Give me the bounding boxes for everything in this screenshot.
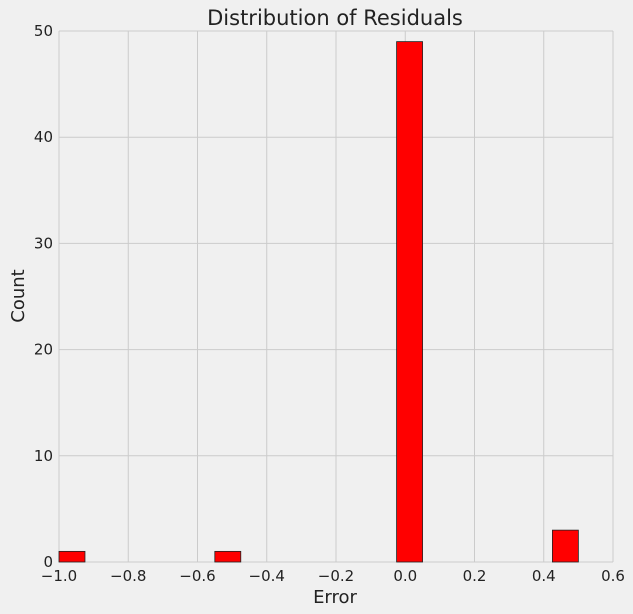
x-tick-label: 0.6 xyxy=(601,567,625,585)
bars-group xyxy=(58,41,579,563)
y-tick-label: 20 xyxy=(34,341,53,359)
y-tick-label: 0 xyxy=(43,553,53,571)
y-tick-label: 40 xyxy=(34,128,53,146)
y-tick-labels: 0 10 20 30 40 50 xyxy=(34,22,53,571)
histogram-bar xyxy=(396,41,423,563)
x-tick-label: −0.4 xyxy=(249,567,285,585)
x-axis-label: Error xyxy=(313,587,357,608)
x-tick-label: −0.8 xyxy=(110,567,146,585)
histogram-bar xyxy=(58,550,86,563)
x-tick-label: 0.2 xyxy=(463,567,487,585)
x-tick-label: 0.0 xyxy=(393,567,417,585)
y-tick-label: 10 xyxy=(34,447,53,465)
y-axis-label: Count xyxy=(8,269,29,322)
x-tick-label: −0.2 xyxy=(318,567,354,585)
y-tick-label: 30 xyxy=(34,234,53,252)
histogram-bar xyxy=(214,550,242,563)
x-tick-label: 0.4 xyxy=(532,567,556,585)
chart-title: Distribution of Residuals xyxy=(207,6,463,30)
x-tick-label: −1.0 xyxy=(41,567,77,585)
x-tick-label: −0.6 xyxy=(179,567,215,585)
y-tick-label: 50 xyxy=(34,22,53,40)
x-tick-labels: −1.0 −0.8 −0.6 −0.4 −0.2 0.0 0.2 0.4 0.6 xyxy=(41,567,625,585)
histogram-bar xyxy=(552,529,579,563)
